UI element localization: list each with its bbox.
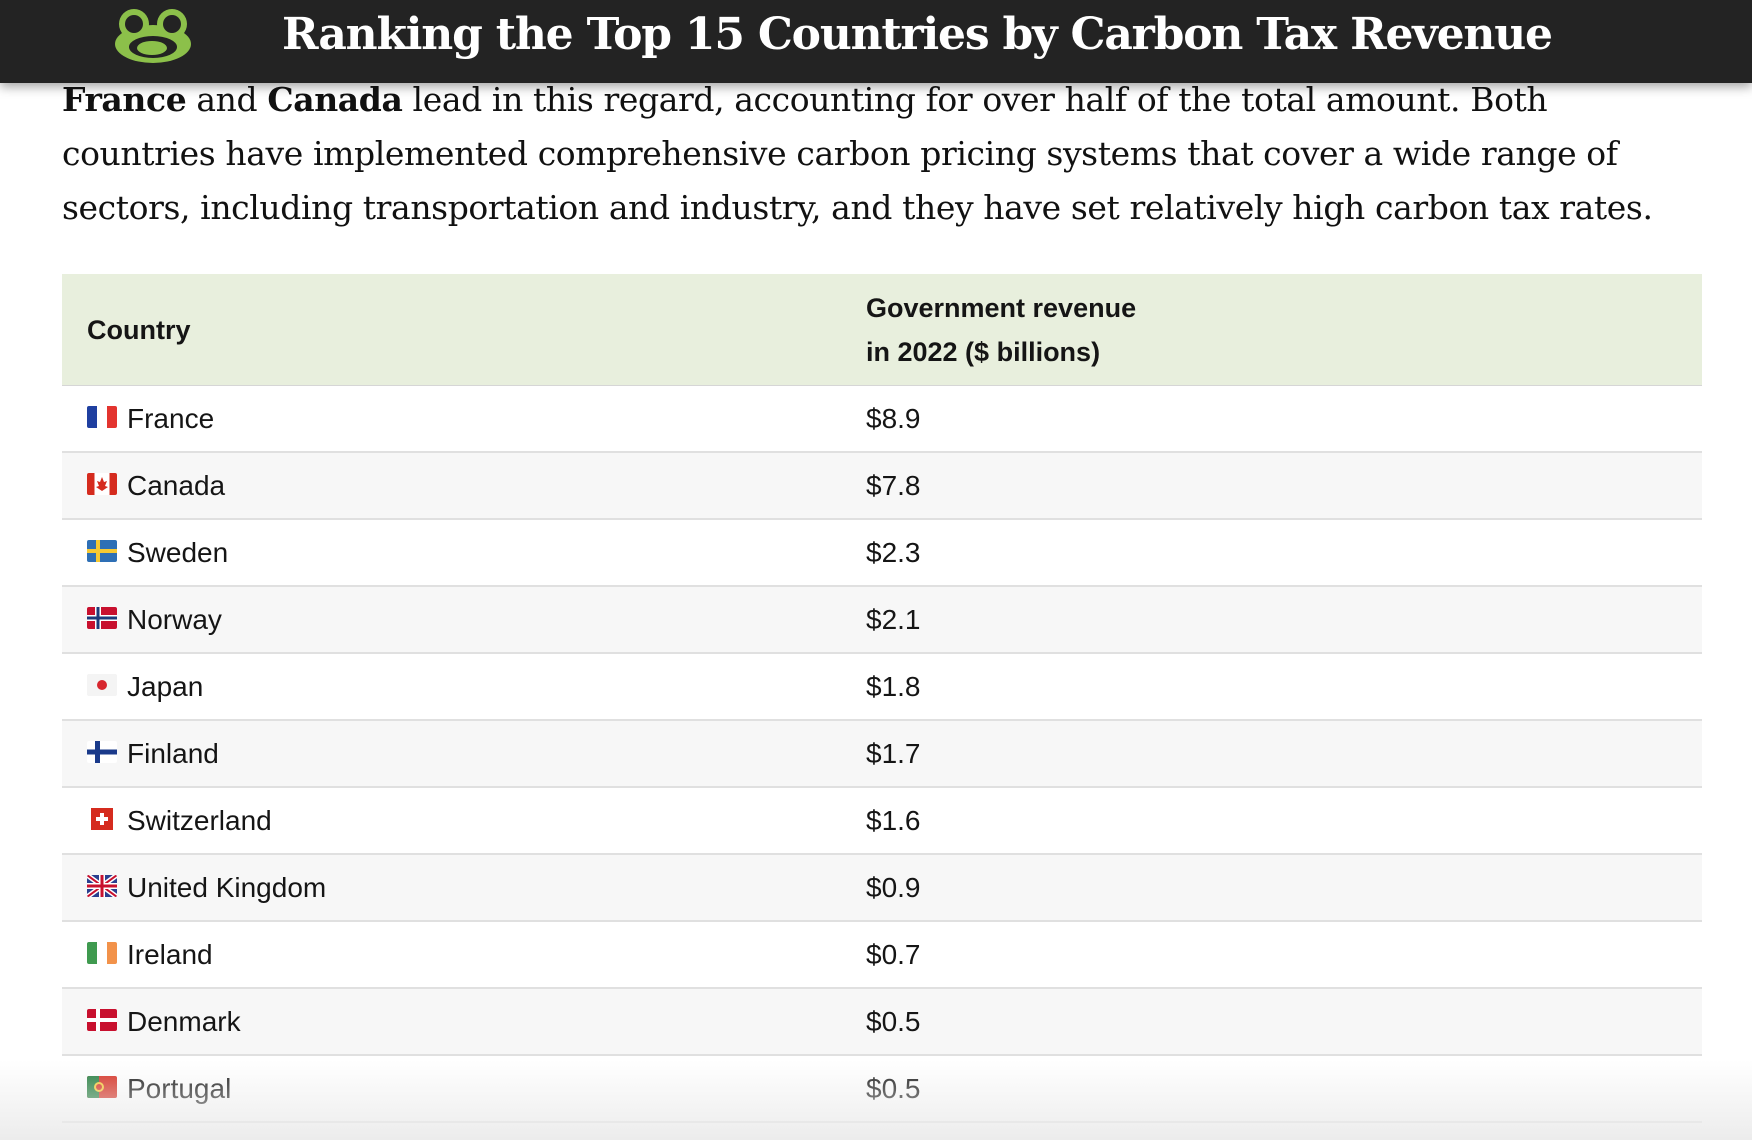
country-cell: Finland	[62, 720, 842, 788]
intro-bold-france: France	[62, 80, 187, 119]
revenue-cell: $2.3	[842, 519, 1702, 587]
country-cell: Switzerland	[62, 787, 842, 855]
revenue-cell: $1.7	[842, 720, 1702, 788]
revenue-cell: $0.5	[842, 988, 1702, 1056]
column-header-revenue-line2: in 2022 ($ billions)	[866, 336, 1101, 367]
intro-connector: and	[186, 80, 268, 119]
country-name: Japan	[127, 670, 204, 702]
country-cell: Denmark	[62, 988, 842, 1056]
revenue-cell: $1.8	[842, 653, 1702, 721]
finland-flag-icon	[87, 741, 117, 764]
country-cell: Portugal	[62, 1055, 842, 1123]
revenue-cell: $0.5	[842, 1055, 1702, 1123]
country-name: Switzerland	[127, 804, 272, 836]
country-name: Portugal	[127, 1072, 232, 1104]
country-name: Norway	[127, 603, 222, 635]
table-row: Canada $7.8	[62, 452, 1702, 520]
country-name: Ireland	[127, 938, 213, 970]
revenue-cell: $2.1	[842, 586, 1702, 654]
denmark-flag-icon	[87, 1009, 117, 1032]
country-name: Finland	[127, 737, 219, 769]
country-cell: Ireland	[62, 921, 842, 989]
table-row: Sweden $2.3	[62, 519, 1702, 587]
table-row: Finland $1.7	[62, 720, 1702, 788]
uk-flag-icon	[87, 875, 117, 898]
site-header: Ranking the Top 15 Countries by Carbon T…	[0, 0, 1752, 83]
revenue-table: Country Government revenue in 2022 ($ bi…	[62, 274, 1702, 1123]
norway-flag-icon	[87, 607, 117, 630]
country-name: Canada	[127, 469, 226, 501]
country-name: Sweden	[127, 536, 229, 568]
intro-paragraph: France and Canada lead in this regard, a…	[62, 73, 1702, 235]
country-cell: United Kingdom	[62, 854, 842, 922]
table-header-row: Country Government revenue in 2022 ($ bi…	[62, 274, 1702, 386]
table-row: France $8.9	[62, 385, 1702, 453]
table-row: United Kingdom $0.9	[62, 854, 1702, 922]
intro-text: lead in this regard, accounting for over…	[62, 80, 1653, 227]
table-body: France $8.9 Canada $7.8 Sweden $2.3 Norway $2.1…	[62, 385, 1702, 1123]
country-cell: Japan	[62, 653, 842, 721]
column-header-country: Country	[62, 274, 842, 386]
canada-flag-icon	[87, 473, 117, 496]
table-row: Japan $1.8	[62, 653, 1702, 721]
country-name: United Kingdom	[127, 871, 327, 903]
column-header-revenue-line1: Government revenue	[866, 292, 1137, 323]
revenue-cell: $8.9	[842, 385, 1702, 453]
sweden-flag-icon	[87, 540, 117, 563]
country-name: France	[127, 402, 215, 434]
france-flag-icon	[87, 406, 117, 429]
page-title: Ranking the Top 15 Countries by Carbon T…	[282, 9, 1553, 60]
ireland-flag-icon	[87, 942, 117, 965]
portugal-flag-icon	[87, 1076, 117, 1099]
revenue-cell: $0.7	[842, 921, 1702, 989]
country-cell: France	[62, 385, 842, 453]
table-row: Norway $2.1	[62, 586, 1702, 654]
table-row: Portugal $0.5	[62, 1055, 1702, 1123]
revenue-cell: $1.6	[842, 787, 1702, 855]
revenue-table-container: Country Government revenue in 2022 ($ bi…	[62, 274, 1702, 1123]
table-row: Switzerland $1.6	[62, 787, 1702, 855]
japan-flag-icon	[87, 674, 117, 697]
table-row: Denmark $0.5	[62, 988, 1702, 1056]
country-cell: Canada	[62, 452, 842, 520]
frog-logo-icon[interactable]	[112, 6, 194, 64]
column-header-revenue: Government revenue in 2022 ($ billions)	[842, 274, 1702, 386]
intro-bold-canada: Canada	[267, 80, 403, 119]
country-cell: Sweden	[62, 519, 842, 587]
country-name: Denmark	[127, 1005, 241, 1037]
country-cell: Norway	[62, 586, 842, 654]
switzerland-flag-icon	[87, 808, 117, 831]
revenue-cell: $0.9	[842, 854, 1702, 922]
revenue-cell: $7.8	[842, 452, 1702, 520]
table-row: Ireland $0.7	[62, 921, 1702, 989]
